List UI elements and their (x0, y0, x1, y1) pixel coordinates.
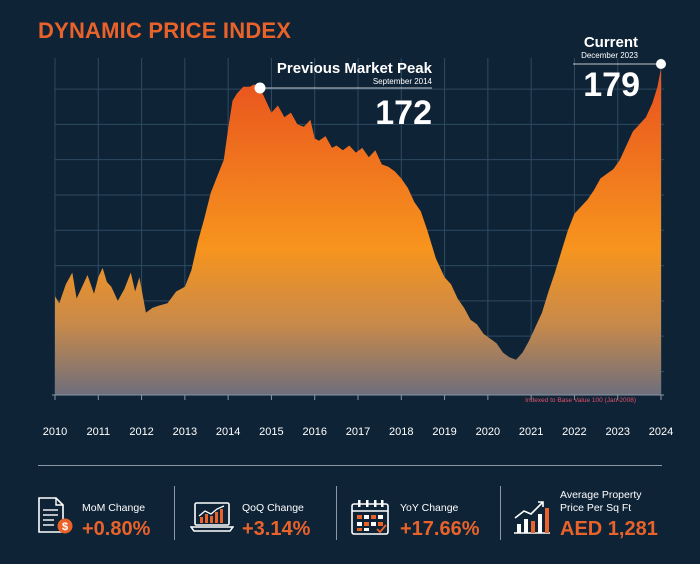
stat-qoq-value: +3.14% (242, 518, 311, 540)
x-tick-label: 2010 (43, 426, 67, 438)
x-tick-label: 2016 (302, 426, 326, 438)
stat-avg-price-value: AED 1,281 (560, 518, 658, 540)
x-tick-label: 2022 (562, 426, 586, 438)
stat-separator (174, 486, 175, 540)
current-title: Current (584, 34, 638, 51)
stat-yoy-label: YoY Change (400, 502, 459, 514)
current-value: 179 (583, 66, 640, 104)
stat-mom-value: +0.80% (82, 518, 151, 540)
index-base-note: Indexed to Base Value 100 (Jan-2008) (525, 397, 636, 404)
svg-text:$: $ (62, 521, 68, 533)
x-axis-ticks: 2010 2011 2012 2013 2014 2015 2016 2017 2018 2019… (43, 395, 673, 438)
x-tick-label: 2024 (649, 426, 673, 438)
stat-qoq-label: QoQ Change (242, 502, 304, 514)
stats-bar: $ MoM Change +0.80% QoQ Change +3.14% (30, 478, 680, 548)
peak-date: September 2014 (373, 77, 433, 86)
stat-separator (500, 486, 501, 540)
x-tick-label: 2013 (173, 426, 197, 438)
x-tick-label: 2015 (259, 426, 283, 438)
peak-value: 172 (375, 94, 432, 132)
x-tick-label: 2021 (519, 426, 543, 438)
peak-title: Previous Market Peak (277, 60, 433, 77)
laptop-chart-icon (190, 502, 234, 532)
stat-mom-label: MoM Change (82, 502, 146, 514)
peak-marker (254, 82, 266, 94)
stat-yoy-value: +17.66% (400, 518, 480, 540)
stat-separator (336, 486, 337, 540)
bar-chart-growth-icon (514, 501, 550, 534)
x-tick-label: 2012 (129, 426, 153, 438)
current-marker (656, 59, 666, 69)
x-tick-label: 2011 (86, 426, 110, 438)
stat-avg-price-label-1: Average Property (560, 489, 642, 501)
x-tick-label: 2014 (216, 426, 240, 438)
price-index-chart: 2010 2011 2012 2013 2014 2015 2016 2017 2018 2019… (43, 34, 673, 438)
stat-avg-price: Average Property Price Per Sq Ft AED 1,2… (512, 478, 680, 548)
x-tick-label: 2019 (432, 426, 456, 438)
stat-yoy-change: YoY Change +17.66% (350, 478, 500, 548)
x-tick-label: 2017 (346, 426, 370, 438)
x-tick-label: 2018 (389, 426, 413, 438)
x-tick-label: 2023 (605, 426, 629, 438)
price-index-area (55, 67, 661, 396)
stats-divider (38, 465, 662, 466)
x-tick-label: 2020 (476, 426, 500, 438)
document-dollar-icon: $ (38, 497, 73, 534)
page-title: DYNAMIC PRICE INDEX (38, 18, 292, 43)
current-date: December 2023 (581, 51, 638, 60)
stat-qoq-change: QoQ Change +3.14% (190, 478, 340, 548)
stat-avg-price-label-2: Price Per Sq Ft (560, 502, 632, 514)
calendar-icon (351, 500, 389, 535)
stat-mom-change: $ MoM Change +0.80% (36, 478, 171, 548)
